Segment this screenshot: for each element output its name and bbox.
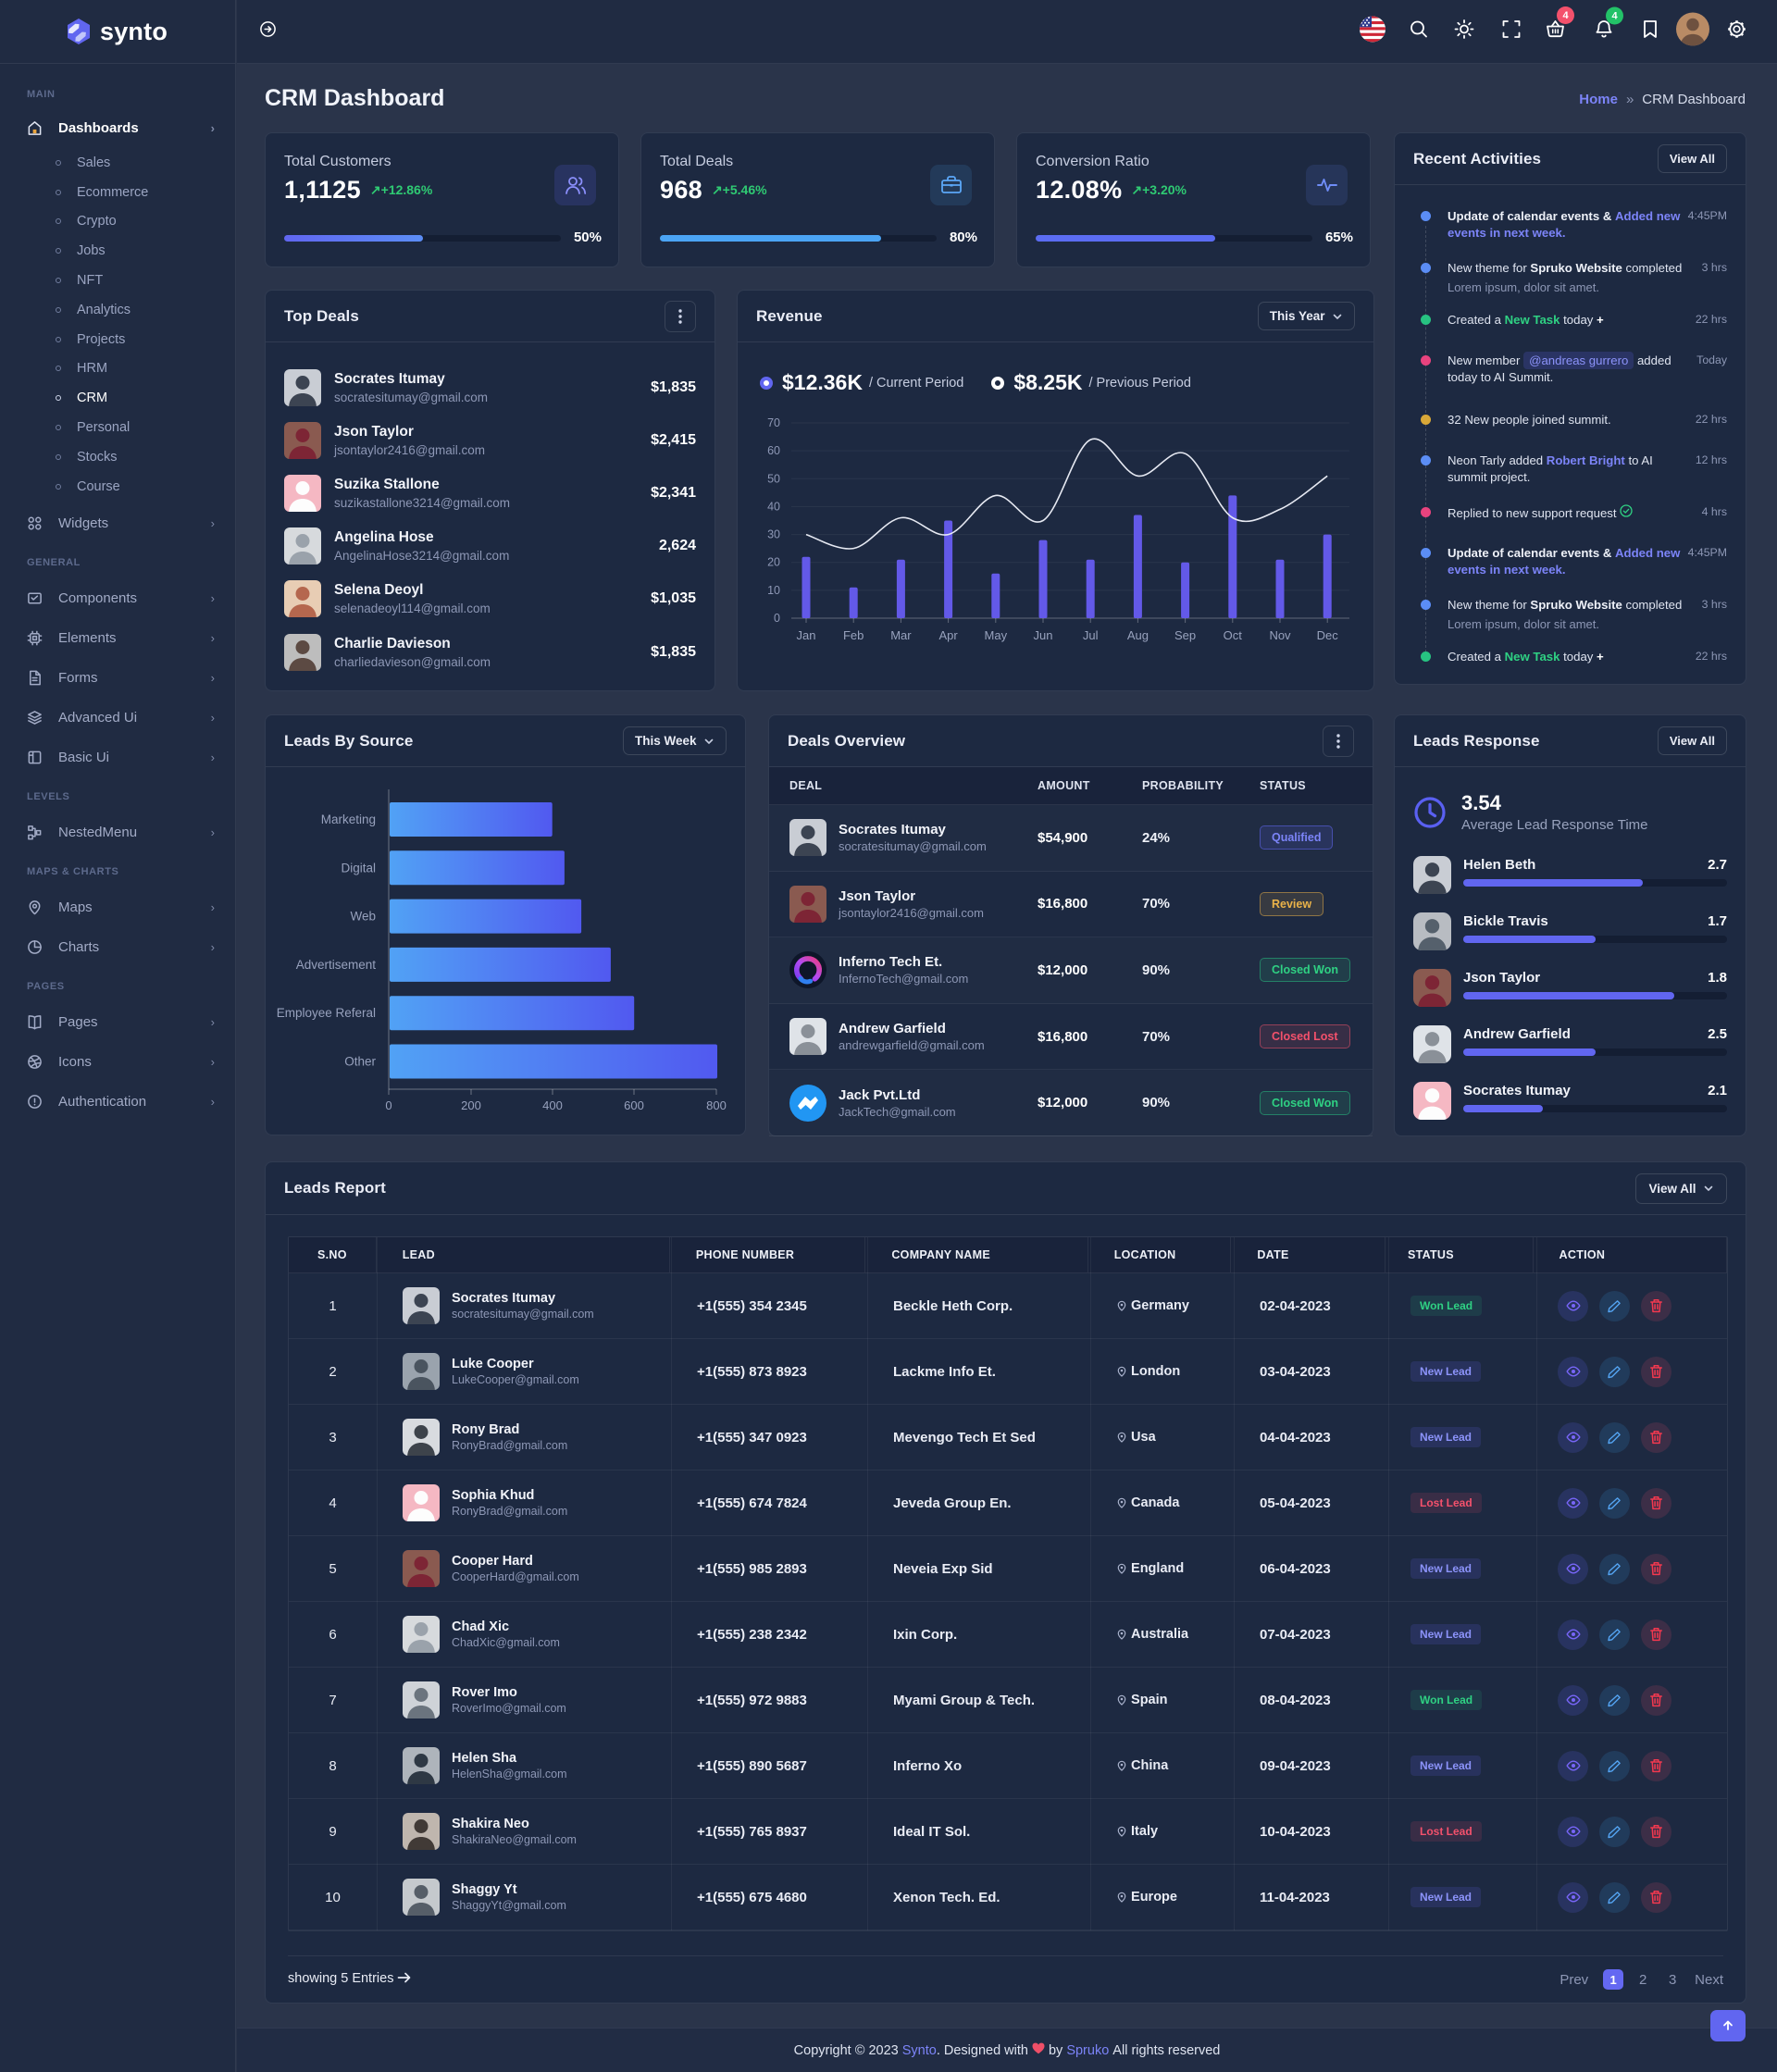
svg-text:May: May (985, 628, 1008, 642)
svg-text:Jul: Jul (1083, 628, 1099, 642)
svg-text:40: 40 (767, 500, 780, 513)
svg-text:Other: Other (344, 1055, 376, 1069)
svg-text:10: 10 (767, 584, 780, 597)
svg-text:Apr: Apr (938, 628, 958, 642)
svg-text:400: 400 (542, 1098, 563, 1111)
svg-text:Web: Web (350, 910, 376, 924)
svg-text:Dec: Dec (1317, 628, 1339, 642)
svg-text:Oct: Oct (1224, 628, 1243, 642)
svg-text:Digital: Digital (341, 861, 376, 875)
svg-text:30: 30 (767, 528, 780, 541)
svg-text:Jun: Jun (1034, 628, 1053, 642)
svg-text:Aug: Aug (1127, 628, 1149, 642)
svg-text:Nov: Nov (1269, 628, 1291, 642)
svg-text:Marketing: Marketing (321, 813, 376, 826)
svg-text:60: 60 (767, 444, 780, 457)
svg-text:200: 200 (461, 1098, 481, 1111)
svg-text:800: 800 (706, 1098, 727, 1111)
svg-text:600: 600 (624, 1098, 644, 1111)
svg-text:0: 0 (774, 612, 780, 625)
svg-text:50: 50 (767, 472, 780, 485)
svg-text:Employee Referal: Employee Referal (277, 1006, 376, 1020)
svg-text:70: 70 (767, 416, 780, 429)
svg-text:0: 0 (385, 1098, 391, 1111)
svg-text:Feb: Feb (843, 628, 864, 642)
svg-text:Sep: Sep (1174, 628, 1196, 642)
svg-text:Jan: Jan (797, 628, 816, 642)
svg-text:20: 20 (767, 556, 780, 569)
svg-text:Advertisement: Advertisement (296, 958, 377, 972)
svg-text:Mar: Mar (890, 628, 912, 642)
